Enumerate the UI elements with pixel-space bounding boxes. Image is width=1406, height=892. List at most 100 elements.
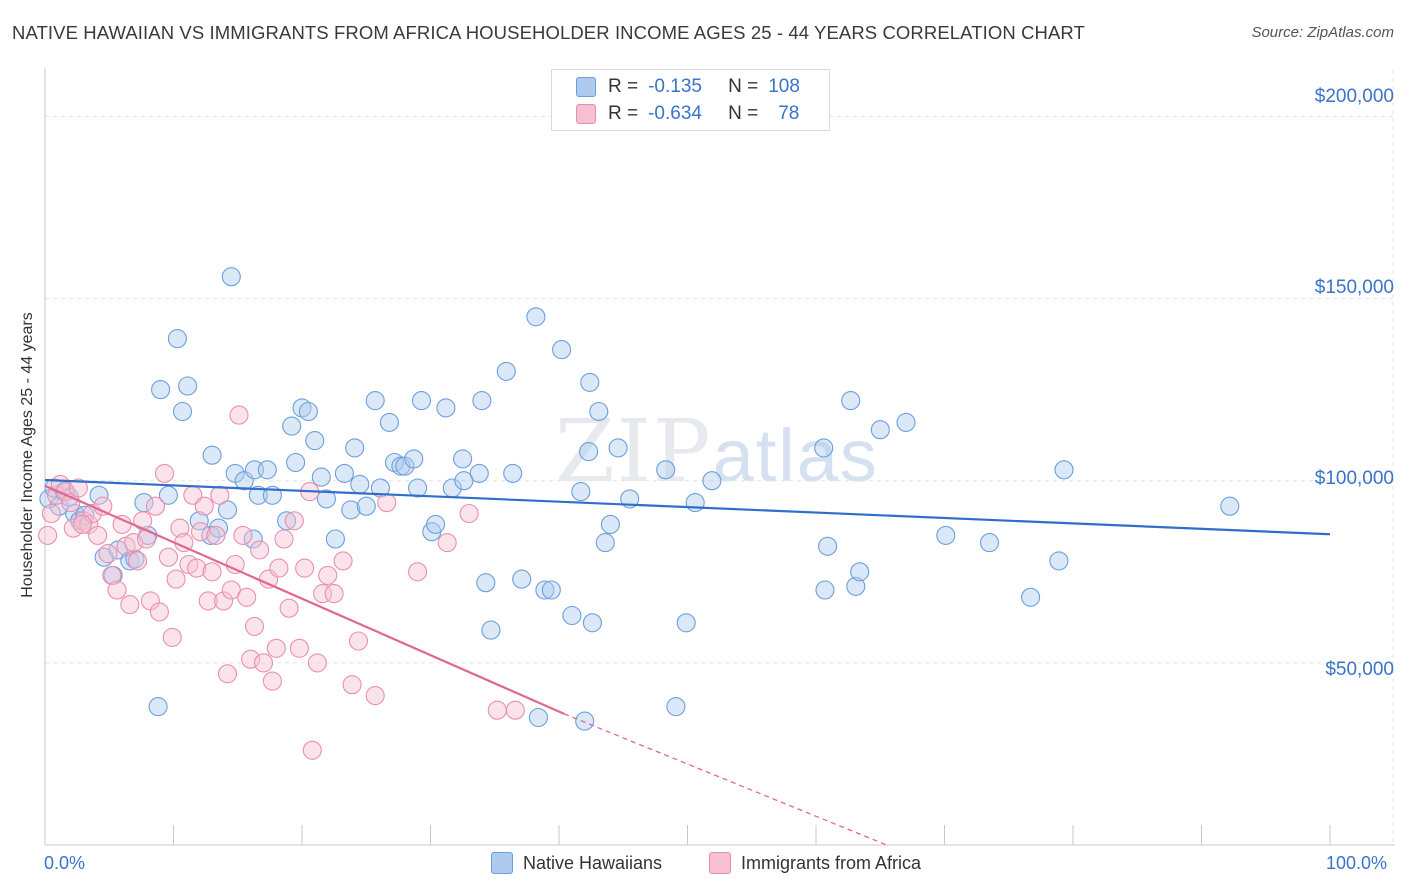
legend: R = -0.135 N = 108 R = -0.634 N = 78 [551,69,830,131]
series-immigrants-from-africa [38,405,525,760]
data-point [302,740,322,760]
data-point [257,460,277,480]
data-point [178,376,198,396]
data-point [286,452,306,473]
data-point [148,697,168,717]
data-point [201,525,221,545]
data-point [408,562,428,582]
data-point [1021,587,1041,607]
source-label: Source: ZipAtlas.com [1251,24,1394,41]
data-point [237,587,257,607]
data-point [202,445,222,465]
watermark-zip: ZIP [555,402,713,502]
data-point [459,503,479,524]
data-point [233,525,253,545]
data-point [41,503,61,524]
data-point [162,627,182,647]
data-point [274,529,294,549]
data-point [348,631,369,651]
data-point [841,391,861,411]
legend-r-label: R = [608,103,639,124]
data-point [600,514,620,534]
data-point [298,401,318,422]
data-point [379,412,399,432]
data-point [1049,551,1069,571]
data-point [562,605,582,626]
data-point [345,438,365,458]
data-point [469,463,489,483]
data-point [102,565,122,585]
data-point [702,471,722,491]
data-point [194,496,214,516]
y-tick-label: $150,000 [1314,277,1394,298]
data-point [496,361,516,381]
axes [44,68,1395,846]
data-point [198,591,218,611]
data-point [377,493,397,513]
data-point [243,529,263,549]
bottom-legend-native-hawaiians: Native Hawaiians [491,852,662,874]
data-point [454,471,474,491]
data-point [426,514,446,534]
data-point [404,449,424,469]
legend-n-value: 78 [778,103,800,124]
data-point [936,525,956,545]
data-point [411,391,432,411]
data-point [244,616,265,636]
data-point [333,551,353,571]
legend-row-native-hawaiians: R = -0.135 N = 108 [576,75,800,99]
data-point [384,452,405,473]
legend-n-label: N = [728,76,759,97]
data-point [127,551,148,571]
data-point [342,675,362,695]
data-point [552,340,572,360]
data-point [846,576,866,596]
data-point [88,525,108,545]
data-point [38,525,58,545]
data-point [325,529,345,549]
bottom-legend-label: Immigrants from Africa [741,852,922,873]
data-point [305,431,325,451]
data-point [295,558,315,578]
data-point [579,442,599,462]
data-point [818,536,838,556]
data-point [476,573,496,593]
data-point [870,420,890,440]
legend-n-label: N = [728,103,759,124]
data-point [277,511,297,531]
data-point [206,525,226,545]
x-tick-label-min: 0.0% [44,853,86,873]
data-point [282,416,302,436]
data-point [481,620,501,640]
data-point [341,500,361,520]
data-point [575,711,595,731]
data-point [172,401,193,422]
data-point [316,489,336,509]
y-tick-label: $50,000 [1325,659,1394,680]
data-point [307,653,327,673]
bottom-legend-swatch-blue [491,852,513,874]
data-point [158,485,178,505]
x-tick-label-max: 100.0% [1326,853,1388,873]
data-point [595,533,615,553]
data-point [262,671,282,691]
data-point [225,554,245,575]
legend-swatch-blue [576,77,596,97]
data-point [505,700,525,720]
data-point [979,533,1000,553]
data-point [292,398,312,418]
data-point [187,558,207,578]
data-point [580,372,600,392]
watermark: ZIPatlas [555,402,879,502]
data-point [68,478,88,498]
data-point [571,482,591,502]
data-point [311,467,331,487]
data-point [526,307,546,327]
data-point [229,405,249,425]
data-point [154,463,175,483]
data-point [98,544,118,564]
data-point [151,380,171,400]
data-point [145,496,166,516]
gridlines [45,70,1395,845]
data-point [221,267,241,287]
